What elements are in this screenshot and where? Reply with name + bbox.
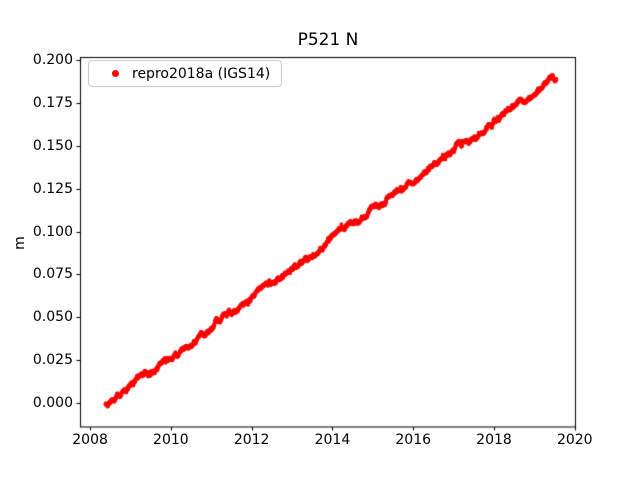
y-tick-label: 0.200 [32, 52, 73, 69]
y-tick-label: 0.000 [32, 394, 73, 411]
y-tick-label: 0.100 [32, 223, 73, 240]
x-tick-label: 2010 [153, 432, 189, 448]
chart-title: P521 N [297, 30, 359, 50]
y-tick-label: 0.125 [32, 180, 73, 197]
x-tick-label: 2008 [72, 432, 108, 448]
y-tick-label: 0.075 [32, 266, 73, 283]
x-tick-label: 2016 [395, 432, 432, 448]
legend: repro2018a (IGS14) [88, 60, 282, 87]
y-tick-label: 0.025 [32, 352, 73, 369]
x-tick-label: 2014 [314, 432, 351, 448]
x-tick-label: 2020 [556, 432, 593, 448]
y-tick-label: 0.150 [32, 137, 73, 154]
legend-marker-dot-icon [112, 70, 119, 77]
x-tick-label: 2018 [476, 432, 512, 448]
legend-label: repro2018a (IGS14) [132, 65, 271, 82]
x-tick-label: 2012 [233, 432, 270, 448]
y-tick-label: 0.050 [32, 309, 73, 326]
y-tick-label: 0.175 [32, 94, 73, 111]
